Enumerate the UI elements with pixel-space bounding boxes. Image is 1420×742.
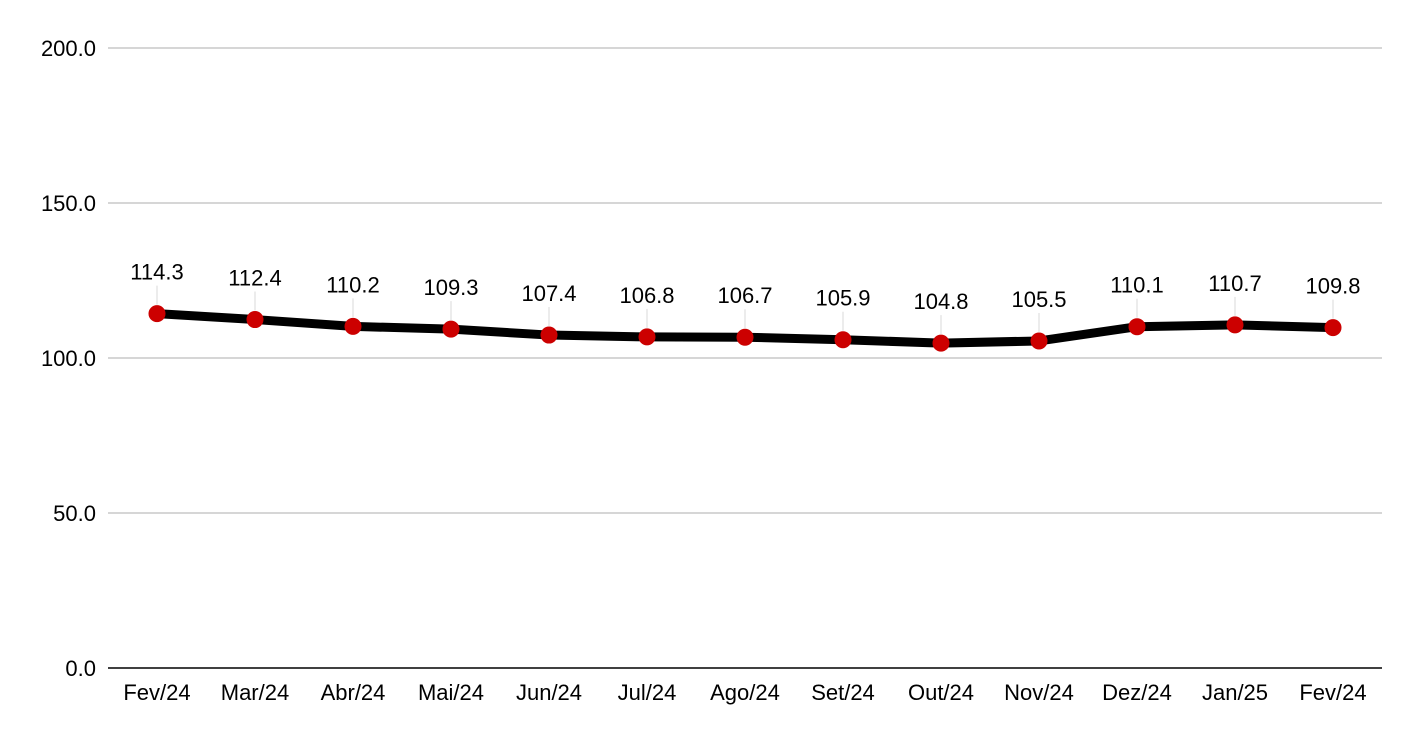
data-point <box>932 334 950 352</box>
data-point <box>1030 332 1048 350</box>
y-axis-tick-labels: 0.0 50.0 100.0 150.0 200.0 <box>41 36 96 681</box>
data-point <box>1324 319 1342 337</box>
y-tick-label: 50.0 <box>53 501 96 526</box>
y-tick-label: 0.0 <box>65 656 96 681</box>
y-tick-label: 150.0 <box>41 191 96 216</box>
x-tick-label: Ago/24 <box>710 680 780 705</box>
x-tick-label: Nov/24 <box>1004 680 1074 705</box>
data-label: 110.2 <box>326 272 379 297</box>
data-label: 107.4 <box>521 281 576 306</box>
data-label: 104.8 <box>913 289 968 314</box>
data-label-leaders <box>156 285 1334 335</box>
y-tick-label: 200.0 <box>41 36 96 61</box>
x-tick-label: Jun/24 <box>516 680 582 705</box>
x-tick-label: Jan/25 <box>1202 680 1268 705</box>
x-tick-label: Fev/24 <box>123 680 190 705</box>
data-label: 109.3 <box>423 275 478 300</box>
y-tick-label: 100.0 <box>41 346 96 371</box>
data-point <box>442 320 460 338</box>
data-label: 105.5 <box>1011 287 1066 312</box>
data-label: 106.7 <box>717 283 772 308</box>
x-tick-label: Out/24 <box>908 680 974 705</box>
data-label: 112.4 <box>228 266 281 291</box>
data-point <box>638 328 656 346</box>
data-label: 114.3 <box>130 260 183 285</box>
data-point <box>834 331 852 349</box>
series-markers <box>148 305 1342 352</box>
data-label: 110.7 <box>1208 271 1261 296</box>
x-tick-label: Mar/24 <box>221 680 289 705</box>
gridlines <box>108 47 1382 514</box>
data-point <box>246 311 264 329</box>
data-point <box>1226 316 1244 334</box>
x-tick-label: Mai/24 <box>418 680 484 705</box>
data-label: 110.1 <box>1110 273 1163 298</box>
x-tick-label: Abr/24 <box>321 680 386 705</box>
data-labels: 114.3 112.4 110.2 109.3 107.4 106.8 106.7 105.9… <box>130 260 1360 314</box>
data-point <box>344 317 362 335</box>
data-point <box>148 305 166 323</box>
data-point <box>1128 318 1146 336</box>
data-point <box>736 328 754 346</box>
data-point <box>540 326 558 344</box>
data-label: 105.9 <box>815 286 870 311</box>
x-tick-label: Fev/24 <box>1299 680 1366 705</box>
x-tick-label: Set/24 <box>811 680 875 705</box>
x-tick-label: Dez/24 <box>1102 680 1172 705</box>
x-tick-label: Jul/24 <box>618 680 677 705</box>
data-label: 109.8 <box>1305 274 1360 299</box>
x-axis-tick-labels: Fev/24 Mar/24 Abr/24 Mai/24 Jun/24 Jul/24 Ago/… <box>123 680 1366 705</box>
data-label: 106.8 <box>619 283 674 308</box>
